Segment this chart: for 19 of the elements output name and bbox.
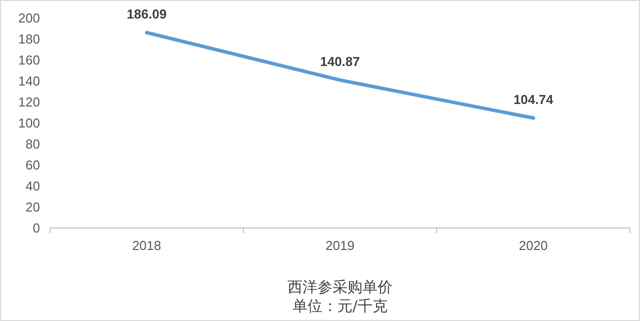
data-label: 104.74 [513, 92, 554, 108]
y-tick-label: 100 [18, 116, 40, 131]
y-tick-label: 160 [18, 52, 40, 68]
x-tick-label: 2020 [518, 238, 548, 253]
x-tick-label: 2019 [326, 238, 354, 253]
text: 单位：元/千克 [292, 297, 388, 315]
y-tick-label: 140 [18, 74, 40, 89]
y-tick-label: 120 [18, 94, 40, 110]
x-tick-label: 2018 [132, 238, 162, 253]
y-tick-label: 200 [18, 10, 40, 26]
data-label: 140.87 [320, 54, 360, 70]
y-tick-label: 60 [26, 158, 40, 173]
y-tick-label: 20 [26, 200, 40, 215]
y-tick-label: 80 [26, 136, 40, 152]
data-label: 186.09 [126, 6, 167, 22]
y-tick-label: 180 [18, 32, 40, 47]
x-axis-title: 西洋参采购单价 [288, 278, 392, 296]
y-tick-label: 0 [32, 220, 40, 236]
y-tick-label: 40 [26, 178, 40, 194]
